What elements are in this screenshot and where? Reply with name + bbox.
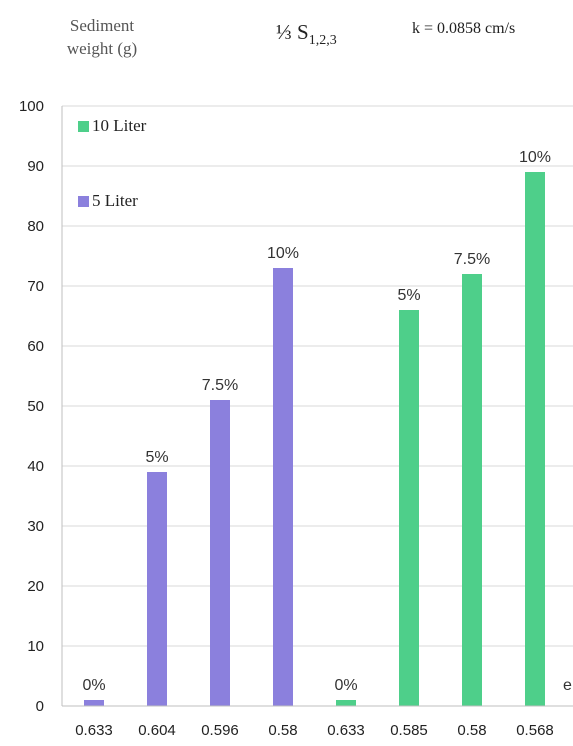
x-tick-label: 0.633 (75, 722, 113, 739)
y-tick-label: 20 (27, 578, 44, 595)
data-label: 0% (334, 677, 357, 694)
data-label: 5% (145, 449, 168, 466)
subtitle-fraction: ⅓ (276, 20, 292, 44)
chart-subtitle: ⅓ S1,2,3 (276, 20, 337, 49)
y-tick-label: 40 (27, 458, 44, 475)
x-tick-label: 0.604 (138, 722, 176, 739)
legend-label: 5 Liter (92, 191, 138, 210)
x-tick-label: 0.596 (201, 722, 239, 739)
subtitle-subscript: 1,2,3 (308, 33, 337, 49)
bar (84, 700, 104, 706)
y-tick-label: 90 (27, 158, 44, 175)
bar (525, 172, 545, 706)
y-tick-label: 60 (27, 338, 44, 355)
data-label: 7.5% (454, 251, 490, 268)
bar (462, 274, 482, 706)
y-axis-title: Sediment weight (g) (52, 14, 152, 60)
y-tick-label: 0 (36, 698, 44, 715)
x-tick-label: 0.633 (327, 722, 365, 739)
x-tick-label: 0.58 (268, 722, 297, 739)
legend-label: 10 Liter (92, 116, 147, 135)
data-label: 5% (397, 287, 420, 304)
bar (399, 310, 419, 706)
data-label: 0% (82, 677, 105, 694)
legend-swatch (78, 196, 89, 207)
y-tick-label: 10 (27, 638, 44, 655)
legend-swatch (78, 121, 89, 132)
bar (273, 268, 293, 706)
x-tick-label: 0.58 (457, 722, 486, 739)
x-tick-label: 0.568 (516, 722, 554, 739)
bar (147, 472, 167, 706)
y-axis-title-line1: Sediment (69, 16, 135, 35)
y-axis-title-line2: weight (g) (66, 39, 138, 58)
x-tick-label: 0.585 (390, 722, 428, 739)
trailing-axis-label: e (563, 677, 572, 694)
data-label: 10% (267, 245, 299, 262)
y-tick-label: 50 (27, 398, 44, 415)
y-tick-label: 80 (27, 218, 44, 235)
bar (210, 400, 230, 706)
y-tick-label: 70 (27, 278, 44, 295)
subtitle-main: S (297, 20, 309, 44)
bar (336, 700, 356, 706)
permeability-label: k = 0.0858 cm/s (412, 20, 516, 37)
data-label: 7.5% (202, 377, 238, 394)
y-tick-label: 30 (27, 518, 44, 535)
data-label: 10% (519, 149, 551, 166)
y-tick-label: 100 (19, 98, 44, 115)
